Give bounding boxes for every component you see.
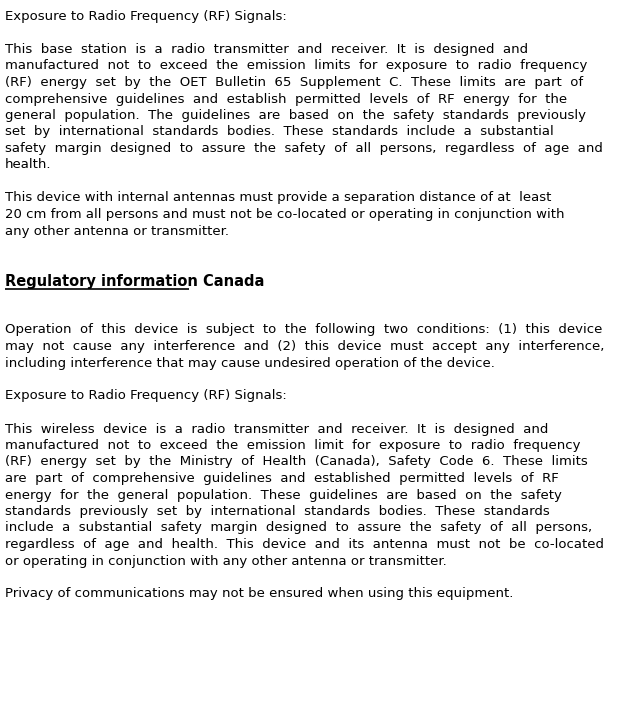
Text: manufactured  not  to  exceed  the  emission  limits  for  exposure  to  radio  : manufactured not to exceed the emission …: [5, 60, 587, 73]
Text: comprehensive  guidelines  and  establish  permitted  levels  of  RF  energy  fo: comprehensive guidelines and establish p…: [5, 93, 567, 105]
Text: This  wireless  device  is  a  radio  transmitter  and  receiver.  It  is  desig: This wireless device is a radio transmit…: [5, 422, 548, 436]
Text: This  base  station  is  a  radio  transmitter  and  receiver.  It  is  designed: This base station is a radio transmitter…: [5, 43, 528, 56]
Text: Operation  of  this  device  is  subject  to  the  following  two  conditions:  : Operation of this device is subject to t…: [5, 323, 603, 337]
Text: Regulatory information Canada: Regulatory information Canada: [5, 274, 264, 289]
Text: set  by  international  standards  bodies.  These  standards  include  a  substa: set by international standards bodies. T…: [5, 125, 554, 139]
Text: are  part  of  comprehensive  guidelines  and  established  permitted  levels  o: are part of comprehensive guidelines and…: [5, 472, 559, 485]
Text: or operating in conjunction with any other antenna or transmitter.: or operating in conjunction with any oth…: [5, 555, 447, 567]
Text: regardless  of  age  and  health.  This  device  and  its  antenna  must  not  b: regardless of age and health. This devic…: [5, 538, 604, 551]
Text: Exposure to Radio Frequency (RF) Signals:: Exposure to Radio Frequency (RF) Signals…: [5, 10, 287, 23]
Text: This device with internal antennas must provide a separation distance of at  lea: This device with internal antennas must …: [5, 192, 552, 204]
Text: manufactured  not  to  exceed  the  emission  limit  for  exposure  to  radio  f: manufactured not to exceed the emission …: [5, 439, 581, 452]
Text: (RF)  energy  set  by  the  OET  Bulletin  65  Supplement  C.  These  limits  ar: (RF) energy set by the OET Bulletin 65 S…: [5, 76, 583, 89]
Text: 20 cm from all persons and must not be co-located or operating in conjunction wi: 20 cm from all persons and must not be c…: [5, 208, 564, 221]
Text: (RF)  energy  set  by  the  Ministry  of  Health  (Canada),  Safety  Code  6.  T: (RF) energy set by the Ministry of Healt…: [5, 456, 587, 468]
Text: Privacy of communications may not be ensured when using this equipment.: Privacy of communications may not be ens…: [5, 587, 513, 600]
Text: safety  margin  designed  to  assure  the  safety  of  all  persons,  regardless: safety margin designed to assure the saf…: [5, 142, 603, 155]
Text: general  population.  The  guidelines  are  based  on  the  safety  standards  p: general population. The guidelines are b…: [5, 109, 586, 122]
Text: health.: health.: [5, 159, 52, 172]
Text: may  not  cause  any  interference  and  (2)  this  device  must  accept  any  i: may not cause any interference and (2) t…: [5, 340, 604, 353]
Text: any other antenna or transmitter.: any other antenna or transmitter.: [5, 224, 229, 238]
Text: standards  previously  set  by  international  standards  bodies.  These  standa: standards previously set by internationa…: [5, 505, 550, 518]
Text: include  a  substantial  safety  margin  designed  to  assure  the  safety  of  : include a substantial safety margin desi…: [5, 521, 592, 535]
Text: Exposure to Radio Frequency (RF) Signals:: Exposure to Radio Frequency (RF) Signals…: [5, 389, 287, 402]
Text: including interference that may cause undesired operation of the device.: including interference that may cause un…: [5, 357, 495, 370]
Text: energy  for  the  general  population.  These  guidelines  are  based  on  the  : energy for the general population. These…: [5, 488, 562, 501]
